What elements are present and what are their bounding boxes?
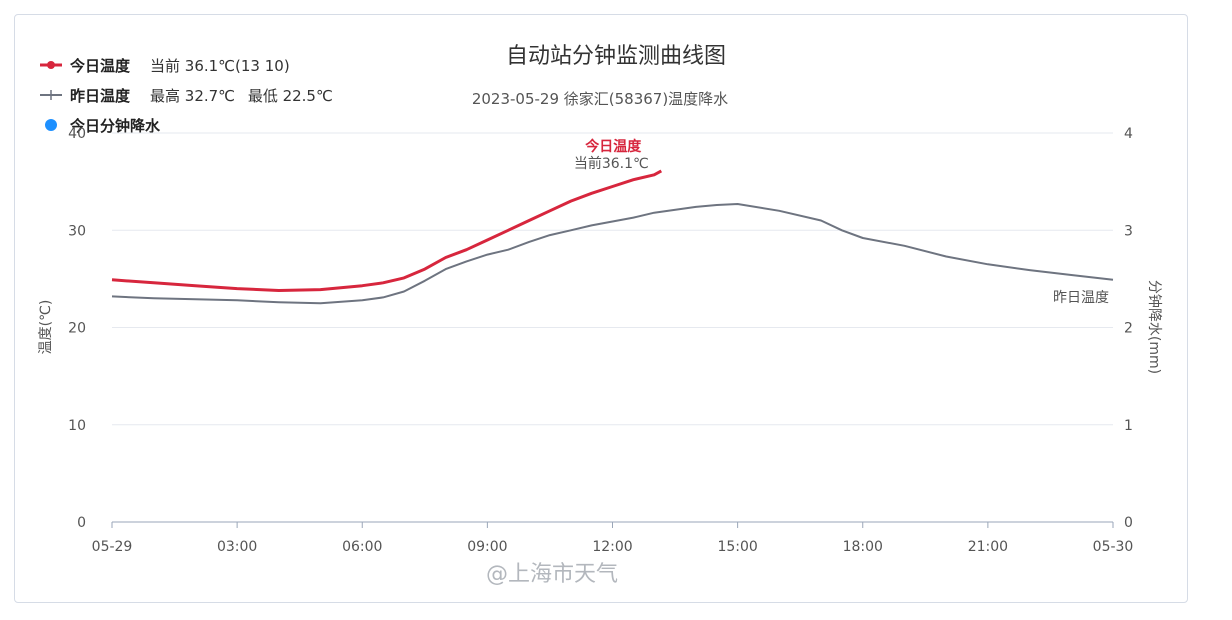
legend-item-precip[interactable]: 今日分钟降水 — [40, 110, 333, 140]
y2-tick-label: 2 — [1124, 321, 1133, 337]
legend-yesterday-name: 昨日温度 — [70, 86, 131, 105]
y-tick-label: 40 — [68, 126, 86, 142]
series-line-today — [111, 169, 663, 292]
legend-item-yesterday[interactable]: 昨日温度 最高 32.7℃ 最低 22.5℃ — [40, 80, 333, 110]
y-tick-label: 30 — [68, 223, 86, 239]
y-axis-title: 温度(℃) — [38, 300, 54, 355]
x-tick-label: 12:00 — [592, 539, 632, 555]
x-tick-label: 21:00 — [968, 539, 1008, 555]
x-tick-label: 18:00 — [843, 539, 883, 555]
legend-today-name: 今日温度 — [70, 56, 131, 75]
legend-yesterday-info: 最高 32.7℃ 最低 22.5℃ — [150, 85, 333, 106]
y2-tick-label: 3 — [1124, 223, 1133, 239]
legend-today-current: 当前 36.1℃(13 10) — [150, 56, 290, 75]
y-tick-label: 10 — [68, 418, 86, 434]
legend: 今日温度 当前 36.1℃(13 10) 昨日温度 最高 32.7℃ 最低 22… — [40, 50, 333, 140]
y2-axis-title: 分钟降水(mm) — [1146, 280, 1163, 374]
x-tick-label: 05-29 — [92, 539, 133, 555]
line-marker-icon — [40, 88, 62, 102]
line-marker-icon — [40, 58, 62, 72]
x-tick-label: 05-30 — [1093, 539, 1134, 555]
legend-item-today[interactable]: 今日温度 当前 36.1℃(13 10) — [40, 50, 333, 80]
legend-yesterday-min: 最低 22.5℃ — [247, 86, 333, 105]
x-tick-label: 09:00 — [467, 539, 507, 555]
chart-frame — [14, 14, 1188, 603]
legend-yesterday-max: 最高 32.7℃ — [150, 86, 236, 105]
series-line-yesterday — [111, 203, 1114, 305]
watermark: @上海市天气 — [486, 562, 619, 587]
chart-subtitle: 2023-05-29 徐家汇(58367)温度降水 — [471, 90, 729, 108]
yesterday-series-label: 昨日温度 — [1053, 290, 1109, 306]
chart-title: 自动站分钟监测曲线图 — [505, 44, 726, 69]
y2-tick-label: 1 — [1124, 418, 1133, 434]
legend-precip-name: 今日分钟降水 — [70, 116, 161, 135]
dot-marker-icon — [40, 118, 62, 132]
x-tick-label: 03:00 — [217, 539, 257, 555]
y2-tick-label: 4 — [1124, 126, 1133, 142]
today-series-label: 今日温度 — [584, 138, 642, 155]
y-tick-label: 20 — [68, 321, 86, 337]
today-current-label: 当前36.1℃ — [574, 155, 649, 172]
y-tick-label: 0 — [77, 515, 86, 531]
x-tick-label: 06:00 — [342, 539, 382, 555]
y2-tick-label: 0 — [1124, 515, 1133, 531]
x-tick-label: 15:00 — [717, 539, 757, 555]
